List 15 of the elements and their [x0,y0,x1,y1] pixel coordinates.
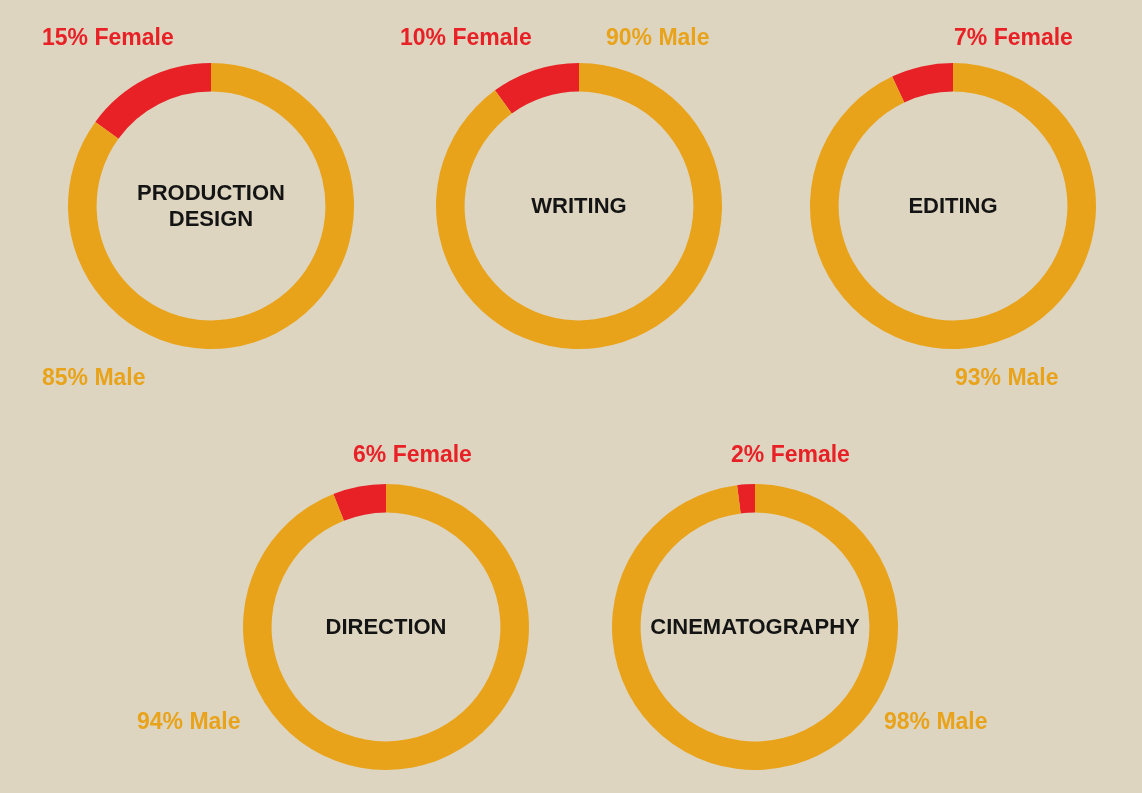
text: DIRECTION [324,612,448,641]
slice-label: 6% Female [353,441,472,468]
slice-label: 94% Male [137,708,241,735]
text: WRITING [530,191,628,220]
text: PRODUCTION DESIGN [136,178,286,233]
slice-label: 7% Female [954,24,1073,51]
text: CINEMATOGRAPHY [649,612,861,641]
slice-label: 98% Male [884,708,988,735]
slice-label: 2% Female [731,441,850,468]
slice-label: 93% Male [955,364,1059,391]
slice-label: 10% Female [400,24,532,51]
slice-label: 90% Male [606,24,710,51]
slice-label: 15% Female [42,24,174,51]
slice-label: 85% Male [42,364,146,391]
text: EDITING [907,191,999,220]
